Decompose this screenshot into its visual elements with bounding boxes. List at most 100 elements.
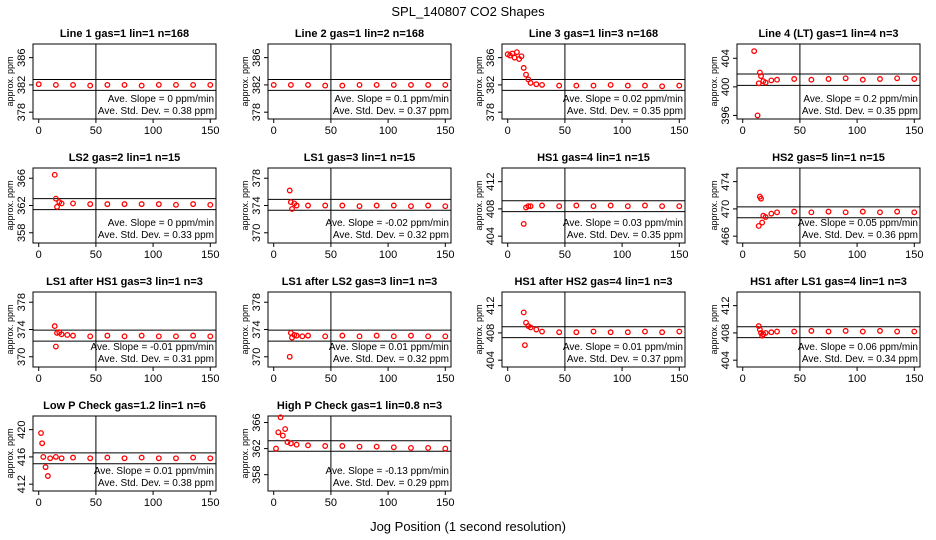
chart-panel: High P Check gas=1 lin=0.8 n=3 0 50 100 150 3… <box>240 400 454 509</box>
data-point <box>121 333 128 340</box>
x-tick-label: 50 <box>90 497 102 509</box>
data-point <box>390 81 397 88</box>
x-tick-label: 0 <box>36 373 42 385</box>
x-tick-label: 0 <box>740 373 746 385</box>
y-tick-label: 378 <box>16 293 28 311</box>
data-point <box>155 201 162 208</box>
x-tick-label: 100 <box>613 249 631 261</box>
panel-title: Line 3 gas=1 lin=3 n=168 <box>529 28 658 40</box>
x-tick-label: 150 <box>436 497 454 509</box>
data-point <box>138 201 145 208</box>
data-point <box>373 332 380 339</box>
data-point <box>293 202 300 209</box>
x-tick-label: 100 <box>613 125 631 137</box>
data-point <box>121 201 128 208</box>
slope-annotation: Ave. Slope = 0 ppm/min <box>108 94 214 105</box>
panel-title: Line 4 (LT) gas=1 lin=4 n=3 <box>758 28 898 40</box>
x-tick-label: 0 <box>36 125 42 137</box>
y-axis-label: approx. ppm <box>240 180 250 230</box>
stddev-annotation: Ave. Std. Dev. = 0.36 ppm <box>802 230 918 241</box>
data-point <box>277 414 284 421</box>
data-point <box>275 429 282 436</box>
x-tick-label: 50 <box>559 373 571 385</box>
data-point <box>442 333 449 340</box>
x-tick-label: 0 <box>505 373 511 385</box>
data-point <box>390 444 397 451</box>
y-tick-label: 416 <box>16 448 28 466</box>
data-point <box>373 81 380 88</box>
stddev-annotation: Ave. Std. Dev. = 0.31 ppm <box>98 354 214 365</box>
y-tick-label: 374 <box>251 196 263 214</box>
panel-title: Line 2 gas=1 lin=2 n=168 <box>295 28 424 40</box>
data-point <box>282 426 289 432</box>
chart-panel: LS1 after HS1 gas=3 lin=1 n=3 0 50 100 150 37… <box>5 276 219 385</box>
stddev-annotation: Ave. Std. Dev. = 0.35 ppm <box>567 106 683 117</box>
data-point <box>190 454 197 461</box>
data-point <box>70 200 76 207</box>
y-tick-label: 404 <box>485 227 497 245</box>
x-tick-label: 100 <box>144 125 162 137</box>
data-point <box>533 326 540 333</box>
data-point <box>642 202 648 209</box>
plot-frame <box>32 415 217 492</box>
data-point <box>87 201 94 208</box>
data-point <box>754 112 761 119</box>
data-point <box>286 187 293 194</box>
data-point <box>273 445 279 452</box>
x-tick-label: 0 <box>505 125 511 137</box>
data-point <box>373 443 380 450</box>
data-point <box>877 76 883 82</box>
data-point <box>825 208 832 215</box>
data-point <box>104 332 111 339</box>
x-tick-label: 150 <box>436 125 454 137</box>
x-tick-label: 50 <box>90 373 102 385</box>
data-point <box>356 333 363 340</box>
x-tick-label: 150 <box>201 125 219 137</box>
plot-frame <box>32 43 217 120</box>
y-axis-label: approx. ppm <box>474 56 484 106</box>
data-point <box>523 71 529 78</box>
y-axis-label: approx. ppm <box>5 304 15 354</box>
x-tick-label: 100 <box>848 125 866 137</box>
data-point <box>642 328 648 335</box>
x-tick-label: 150 <box>201 497 219 509</box>
y-axis-label: approx. ppm <box>240 304 250 354</box>
data-point <box>527 324 534 331</box>
data-point <box>842 327 849 334</box>
data-point <box>289 205 295 212</box>
y-tick-label: 382 <box>251 76 263 94</box>
x-tick-label: 150 <box>670 249 688 261</box>
data-point <box>624 82 631 89</box>
data-point <box>755 223 762 229</box>
x-tick-label: 50 <box>90 249 102 261</box>
data-point <box>425 445 432 451</box>
y-tick-label: 408 <box>720 324 732 342</box>
panel-title: Line 1 gas=1 lin=1 n=168 <box>60 28 189 40</box>
plot-frame <box>267 415 452 492</box>
data-point <box>520 64 527 71</box>
y-tick-label: 466 <box>720 227 732 245</box>
data-point <box>44 473 51 479</box>
x-tick-label: 50 <box>325 249 337 261</box>
data-point <box>207 81 214 88</box>
figure-title: SPL_140807 CO2 Shapes <box>391 4 545 19</box>
chart-panel: LS1 gas=3 lin=1 n=15 0 50 100 150 370 374 378ap… <box>240 152 454 261</box>
data-point <box>51 171 58 178</box>
panel-title: Low P Check gas=1.2 lin=1 n=6 <box>43 400 206 412</box>
y-tick-label: 386 <box>485 48 497 66</box>
data-point <box>425 81 432 88</box>
data-point <box>299 333 306 340</box>
data-point <box>138 454 145 461</box>
plot-frame <box>736 291 921 368</box>
x-tick-label: 150 <box>670 373 688 385</box>
data-point <box>911 328 918 335</box>
data-point <box>573 202 580 209</box>
data-point <box>513 49 520 56</box>
y-tick-label: 408 <box>485 324 497 342</box>
x-tick-label: 150 <box>670 125 688 137</box>
data-point <box>173 455 179 462</box>
slope-annotation: Ave. Slope = 0 ppm/min <box>108 218 214 229</box>
data-point <box>756 69 763 76</box>
data-point <box>607 329 614 336</box>
data-point <box>207 201 214 208</box>
